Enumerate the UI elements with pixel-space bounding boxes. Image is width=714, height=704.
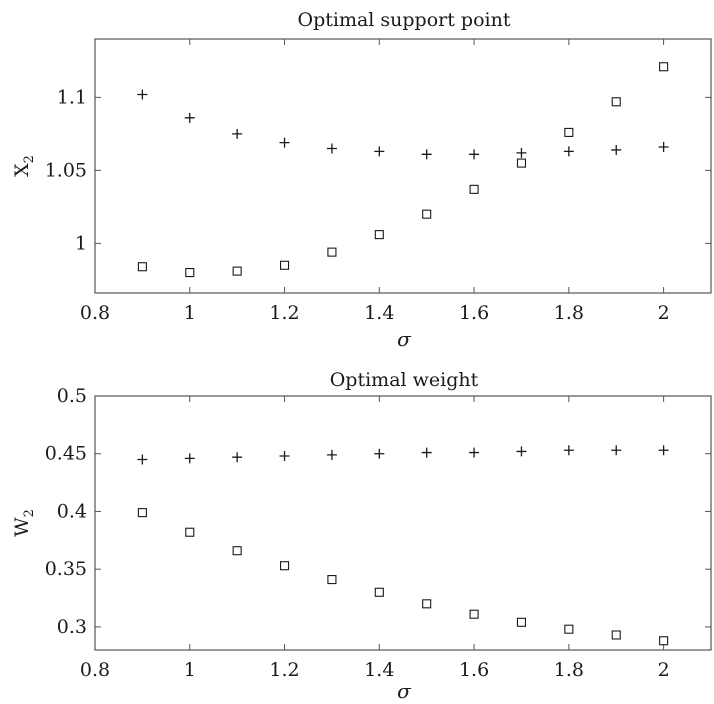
support-point-plus-marker (469, 149, 480, 160)
support-point-plus-marker (516, 147, 527, 158)
support-point-plus-marker (232, 128, 243, 139)
weight-ytick-labels: 0.3 0.35 0.4 0.45 0.5 (45, 385, 87, 638)
weight-square-marker (232, 546, 242, 556)
support-point-xtick-label: 0.8 (80, 302, 110, 324)
weight-xtick-label: 1.8 (554, 659, 584, 681)
support-point-ylabel-subscript: 2 (22, 155, 37, 163)
weight-ylabel: W2 (11, 509, 37, 537)
weight-square-marker (422, 599, 432, 609)
support-point-square-marker (516, 158, 527, 168)
support-point-plus-marker (658, 142, 669, 153)
support-point-ylabel: X2 (11, 155, 37, 177)
weight-plus-marker (469, 447, 480, 458)
support-point-square-marker (279, 260, 290, 270)
weight-ylabel-subscript: 2 (22, 509, 37, 517)
support-point-xlabel: σ (397, 327, 412, 351)
weight-ytick-label: 0.3 (57, 616, 87, 638)
weight-square-marker (279, 561, 290, 571)
support-point-plus-marker (611, 144, 622, 155)
weight-xtick-labels: 0.8 1 1.2 1.4 1.6 1.8 2 (80, 659, 670, 681)
support-point-xtick-labels: 0.8 1 1.2 1.4 1.6 1.8 2 (80, 302, 670, 324)
weight-markers (137, 445, 669, 646)
support-point-plus-marker (421, 149, 432, 160)
support-point-plus-marker (137, 89, 148, 100)
weight-plus-marker (184, 453, 195, 464)
support-point-square-marker (469, 184, 479, 194)
weight-ytick-label: 0.5 (57, 385, 87, 407)
weight-ytick-label: 0.35 (45, 558, 87, 580)
support-point-xtick-label: 1 (184, 302, 196, 324)
weight-xtick-label: 1 (184, 659, 196, 681)
weight-ylabel-base: W (11, 517, 33, 537)
weight-ytick-label: 0.4 (57, 500, 87, 522)
weight-square-marker (564, 624, 574, 634)
weight-square-marker (185, 527, 195, 537)
weight-xtick-label: 1.4 (364, 659, 394, 681)
weight-axes-frame (94, 395, 712, 651)
support-point-plus-marker (374, 146, 385, 157)
support-point-xtick-label: 1.8 (554, 302, 584, 324)
support-point-square-marker (185, 268, 195, 278)
weight-xtick-label: 0.8 (80, 659, 110, 681)
support-point-xtick-label: 1.4 (364, 302, 394, 324)
weight-plus-marker (232, 452, 243, 463)
weight-square-marker (659, 636, 669, 646)
weight-plus-marker (516, 446, 527, 457)
weight-ticks (94, 395, 711, 650)
support-point-xtick-label: 1.2 (269, 302, 299, 324)
support-point-ytick-labels: 1 1.05 1.1 (45, 86, 87, 254)
support-point-square-marker (564, 127, 574, 137)
weight-square-marker (327, 575, 337, 585)
support-point-plus-marker (279, 137, 290, 148)
support-point-xtick-label: 2 (658, 302, 670, 324)
support-point-ytick-label: 1.05 (45, 159, 87, 181)
weight-square-marker (137, 508, 147, 518)
weight-square-marker (611, 630, 621, 640)
support-point-plus-marker (184, 112, 195, 123)
support-point-square-marker (232, 266, 242, 276)
weight-xtick-label: 1.2 (269, 659, 299, 681)
weight-square-marker (469, 609, 479, 619)
weight-plus-marker (421, 447, 432, 458)
weight-xtick-label: 2 (658, 659, 670, 681)
weight-plus-marker (279, 451, 290, 462)
support-point-ytick-label: 1 (75, 232, 87, 254)
support-point-ytick-label: 1.1 (57, 86, 87, 108)
weight-plus-marker (611, 445, 622, 456)
support-point-axes-frame (94, 38, 712, 294)
support-point-square-marker (137, 262, 147, 272)
weight-square-marker (516, 617, 527, 627)
weight-plus-marker (326, 449, 337, 460)
support-point-square-marker (327, 247, 337, 257)
support-point-plus-marker (563, 146, 574, 157)
support-point-title: Optimal support point (298, 9, 511, 31)
support-point-panel: Optimal support point 1 1.05 1.1 0.8 1 1.2 1.… (11, 9, 712, 351)
support-point-markers (137, 62, 669, 278)
weight-title: Optimal weight (330, 369, 479, 391)
support-point-square-marker (611, 97, 621, 107)
support-point-plus-marker (326, 143, 337, 154)
support-point-square-marker (659, 62, 669, 72)
support-point-xtick-label: 1.6 (459, 302, 489, 324)
weight-ytick-label: 0.45 (45, 443, 87, 465)
weight-plus-marker (374, 448, 385, 459)
weight-plus-marker (658, 445, 669, 456)
weight-xlabel: σ (397, 679, 412, 703)
support-point-ticks (94, 39, 711, 293)
weight-plus-marker (563, 445, 574, 456)
support-point-square-marker (374, 230, 384, 240)
support-point-ylabel-base: X (11, 163, 33, 177)
support-point-square-marker (422, 209, 432, 219)
weight-panel: Optimal weight 0.3 0.35 0.4 0.45 0.5 0.8 1 1.2… (11, 369, 712, 703)
weight-plus-marker (137, 454, 148, 465)
weight-xtick-label: 1.6 (459, 659, 489, 681)
weight-square-marker (374, 587, 384, 597)
